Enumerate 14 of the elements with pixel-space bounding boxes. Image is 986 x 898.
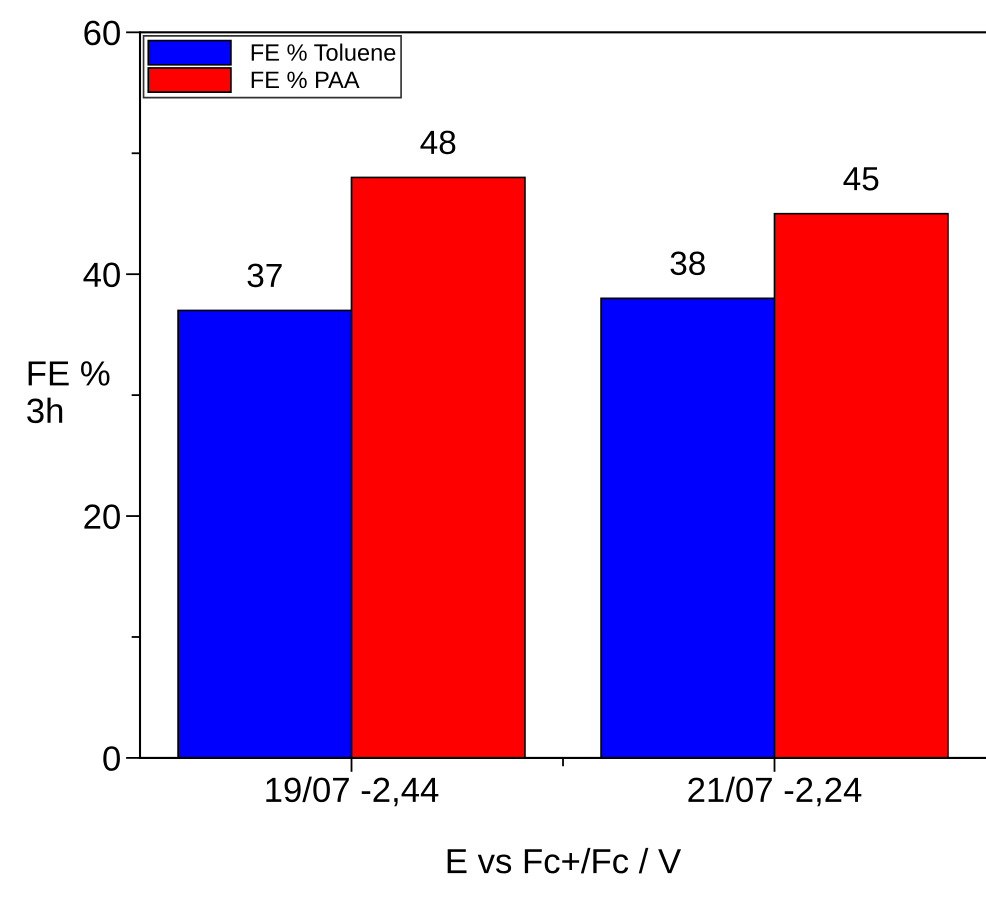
- y-tick-label: 60: [84, 20, 120, 46]
- y-tick-label: 40: [83, 262, 120, 288]
- x-axis-title: E vs Fc+/Fc / V: [448, 848, 682, 874]
- data-label: 38: [670, 252, 705, 276]
- data-label: 48: [420, 130, 456, 154]
- x-tick-label: 19/07 -2,44: [266, 776, 438, 806]
- x-tick-label: 21/07 -2,24: [688, 776, 862, 806]
- data-label: 37: [248, 264, 282, 288]
- data-label: 45: [843, 167, 878, 190]
- legend-label: FE % Toluene: [252, 44, 396, 61]
- y-axis-title: FE % 3h: [27, 361, 110, 424]
- legend-label: FE % PAA: [252, 72, 360, 88]
- y-tick-label: 0: [103, 746, 120, 771]
- y-tick-label: 20: [84, 504, 120, 529]
